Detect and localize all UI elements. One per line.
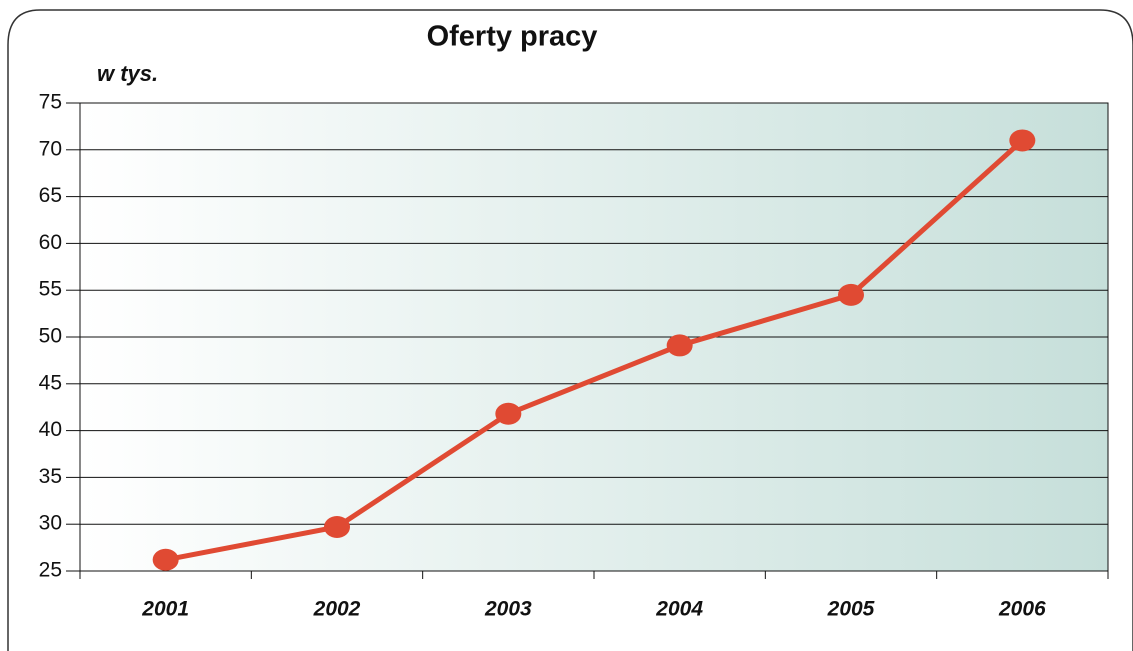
point <box>495 402 522 425</box>
point <box>838 283 864 306</box>
y-tick-label: 75 <box>39 91 62 114</box>
y-tick-label: 55 <box>39 278 62 301</box>
x-tick-label: 2002 <box>313 598 361 621</box>
point <box>324 516 350 539</box>
x-tick-label: 2004 <box>655 598 703 621</box>
y-tick-label: 60 <box>39 231 62 254</box>
y-tick-label: 50 <box>39 325 62 348</box>
point <box>1009 129 1036 152</box>
x-tick-label: 2005 <box>827 598 875 621</box>
y-tick-label: 40 <box>39 418 62 441</box>
point <box>152 548 179 571</box>
y-tick-label: 65 <box>39 184 62 207</box>
x-tick-label: 2003 <box>484 598 532 621</box>
chart-title: Oferty pracy <box>427 21 598 53</box>
point <box>666 334 693 357</box>
y-tick-label: 25 <box>39 559 62 582</box>
x-tick-label: 2006 <box>998 598 1046 621</box>
y-tick-label: 30 <box>39 512 62 535</box>
y-tick-label: 45 <box>39 371 62 394</box>
x-tick-label: 2001 <box>141 598 189 621</box>
line <box>165 138 1025 563</box>
y-axis-label: w tys. <box>97 61 158 86</box>
y-tick-label: 70 <box>39 137 62 160</box>
y-tick-label: 35 <box>39 465 62 488</box>
